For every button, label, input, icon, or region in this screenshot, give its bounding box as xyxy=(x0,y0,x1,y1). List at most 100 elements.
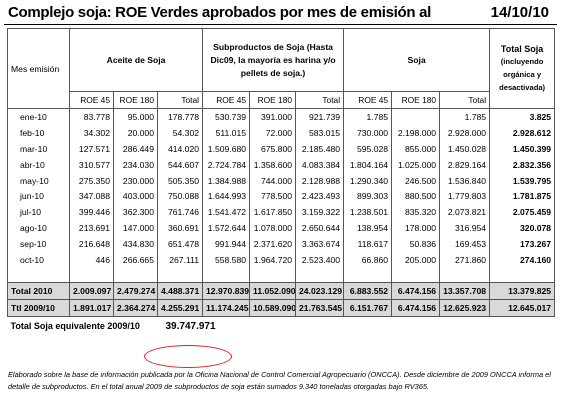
value-cell: 511.015 xyxy=(202,124,251,141)
title: Complejo soja: ROE Verdes aprobados por … xyxy=(8,4,432,21)
month-cell: mar-10 xyxy=(7,140,70,157)
value-cell: 595.028 xyxy=(343,140,393,157)
data-row: feb-10 34.302 20.000 54.302 511.015 72.000 583… xyxy=(7,124,556,141)
value-cell: 2.423.493 xyxy=(295,188,345,205)
value-cell: 83.778 xyxy=(69,108,114,125)
month-cell: ene-10 xyxy=(7,108,70,125)
total-row: Total 2010 2.009.097 2.479.274 4.488.371 12.… xyxy=(7,281,556,300)
value-cell: 2.371.620 xyxy=(249,236,297,253)
value-cell: 1.078.000 xyxy=(249,220,297,237)
month-cell: may-10 xyxy=(7,172,70,189)
value-cell: 2.928.612 xyxy=(489,124,556,141)
value-cell: 558.580 xyxy=(202,252,251,268)
total-cell: 4.488.371 xyxy=(156,281,204,300)
col-header: Total Soja (incluyendo orgánica y desacti… xyxy=(489,28,556,109)
value-cell xyxy=(391,108,441,125)
value-cell: 178.000 xyxy=(391,220,441,237)
value-cell: 651.478 xyxy=(156,236,204,253)
data-row: abr-10 310.577 234.030 544.607 2.724.784 1.35… xyxy=(7,156,556,173)
data-row: jul-10 399.446 362.300 761.746 1.541.472 1.61… xyxy=(7,204,556,221)
value-cell: 360.691 xyxy=(156,220,204,237)
value-cell: 2.198.000 xyxy=(391,124,441,141)
spacer-cell xyxy=(156,267,204,283)
value-cell: 1.785 xyxy=(343,108,393,125)
total-cell: 11.174.245 xyxy=(202,298,251,317)
data-row: jun-10 347.088 403.000 750.088 1.644.993 778.… xyxy=(7,188,556,205)
sub-header: ROE 180 xyxy=(391,91,441,109)
value-cell: 505.350 xyxy=(156,172,204,189)
value-cell: 434.830 xyxy=(113,236,158,253)
month-cell: ago-10 xyxy=(7,220,70,237)
total-cell: 11.052.090 xyxy=(249,281,297,300)
value-cell: 530.739 xyxy=(202,108,251,125)
value-cell: 362.300 xyxy=(113,204,158,221)
value-cell: 213.691 xyxy=(69,220,114,237)
spacer-cell xyxy=(343,267,393,283)
value-cell: 20.000 xyxy=(113,124,158,141)
value-cell: 1.804.164 xyxy=(343,156,393,173)
table: Mes emisión Aceite de Soja Subproductos … xyxy=(7,28,556,336)
value-cell: 1.785 xyxy=(439,108,491,125)
spacer-cell xyxy=(113,267,158,283)
spacer-cell xyxy=(249,267,297,283)
month-cell: jun-10 xyxy=(7,188,70,205)
value-cell: 230.000 xyxy=(113,172,158,189)
value-cell: 1.536.840 xyxy=(439,172,491,189)
value-cell: 2.128.988 xyxy=(295,172,345,189)
value-cell: 2.185.480 xyxy=(295,140,345,157)
total-cell: 2.479.274 xyxy=(113,281,158,300)
value-cell: 1.025.000 xyxy=(391,156,441,173)
value-cell: 234.030 xyxy=(113,156,158,173)
value-cell: 414.020 xyxy=(156,140,204,157)
sub-header: ROE 45 xyxy=(202,91,251,109)
sub-header: ROE 45 xyxy=(343,91,393,109)
total-label: Total 2010 xyxy=(7,281,70,300)
value-cell: 3.825 xyxy=(489,108,556,125)
spacer-row xyxy=(7,267,556,283)
equivalent-value: 39.747.971 xyxy=(165,320,216,332)
equivalent-row: Total Soja equivalente 2009/10 39.747.971 xyxy=(8,316,555,336)
value-cell: 675.800 xyxy=(249,140,297,157)
data-row: mar-10 127.571 286.449 414.020 1.509.680 675.… xyxy=(7,140,556,157)
spacer-cell xyxy=(202,267,251,283)
month-cell: feb-10 xyxy=(7,124,70,141)
value-cell: 835.320 xyxy=(391,204,441,221)
value-cell: 3.363.674 xyxy=(295,236,345,253)
value-cell: 1.384.988 xyxy=(202,172,251,189)
value-cell: 205.000 xyxy=(391,252,441,268)
value-cell: 991.944 xyxy=(202,236,251,253)
value-cell: 399.446 xyxy=(69,204,114,221)
value-cell: 3.159.322 xyxy=(295,204,345,221)
value-cell: 216.648 xyxy=(69,236,114,253)
value-cell: 750.088 xyxy=(156,188,204,205)
total-cell: 24.023.129 xyxy=(295,281,345,300)
value-cell: 921.739 xyxy=(295,108,345,125)
value-cell: 899.303 xyxy=(343,188,393,205)
value-cell: 855.000 xyxy=(391,140,441,157)
value-cell: 316.954 xyxy=(439,220,491,237)
value-cell: 2.724.784 xyxy=(202,156,251,173)
total-cell: 2.009.097 xyxy=(69,281,114,300)
total-row: Ttl 2009/10 1.891.017 2.364.274 4.255.291 11… xyxy=(7,298,556,317)
col-header-note: (incluyendo orgánica y desactivada) xyxy=(499,57,546,92)
footnote: Elaborado sobre la base de información p… xyxy=(8,370,551,391)
value-cell: 66.860 xyxy=(343,252,393,268)
data-row: ago-10 213.691 147.000 360.691 1.572.644 1.07… xyxy=(7,220,556,237)
total-cell: 13.357.708 xyxy=(439,281,491,300)
value-cell: 1.450.028 xyxy=(439,140,491,157)
sub-header: ROE 180 xyxy=(113,91,158,109)
sub-header-row: ROE 45 ROE 180 Total ROE 45 ROE 180 Total ROE … xyxy=(8,91,555,109)
date: 14/10/10 xyxy=(490,4,549,21)
value-cell: 778.500 xyxy=(249,188,297,205)
total-cell: 12.645.017 xyxy=(489,298,556,317)
value-cell: 178.778 xyxy=(156,108,204,125)
total-cell: 2.364.274 xyxy=(113,298,158,317)
value-cell: 50.836 xyxy=(391,236,441,253)
value-cell: 1.964.720 xyxy=(249,252,297,268)
value-cell: 2.073.821 xyxy=(439,204,491,221)
sub-header: ROE 180 xyxy=(249,91,297,109)
total-cell: 12.970.839 xyxy=(202,281,251,300)
value-cell: 761.746 xyxy=(156,204,204,221)
value-cell: 1.290.340 xyxy=(343,172,393,189)
col-header-main: Total Soja xyxy=(500,44,544,54)
